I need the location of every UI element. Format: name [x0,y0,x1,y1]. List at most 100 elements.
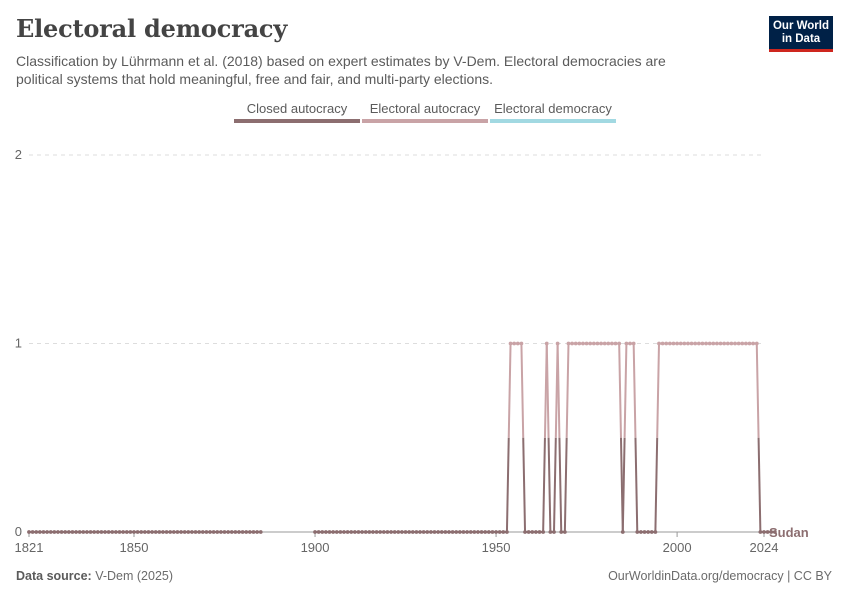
data-point-1821[interactable] [27,530,31,534]
data-point-1942[interactable] [465,530,470,534]
data-point-1971[interactable] [570,341,575,346]
data-point-1827[interactable] [48,530,53,534]
data-point-1980[interactable] [602,341,607,346]
data-point-1951[interactable] [497,530,502,534]
data-point-1867[interactable] [193,530,198,534]
data-point-1910[interactable] [349,530,354,534]
data-point-1952[interactable] [501,530,506,534]
data-point-1967[interactable] [555,341,560,346]
data-point-1862[interactable] [175,530,180,534]
data-point-1994[interactable] [653,530,658,534]
data-point-1923[interactable] [396,530,401,534]
data-point-1957[interactable] [519,341,524,346]
legend-label-0[interactable]: Closed autocracy [247,101,348,116]
data-point-1861[interactable] [171,530,176,534]
data-point-1874[interactable] [218,530,223,534]
data-point-1841[interactable] [99,530,104,534]
data-point-1859[interactable] [164,530,169,534]
data-point-1913[interactable] [360,530,365,534]
data-point-2021[interactable] [751,341,756,346]
data-point-1845[interactable] [113,530,118,534]
legend-label-2[interactable]: Electoral democracy [494,101,612,116]
data-point-2005[interactable] [693,341,698,346]
data-point-1947[interactable] [483,530,488,534]
data-point-1881[interactable] [244,530,249,534]
data-point-1936[interactable] [443,530,448,534]
data-point-1950[interactable] [494,530,498,534]
data-point-1836[interactable] [81,530,86,534]
data-point-1912[interactable] [356,530,361,534]
data-point-1856[interactable] [153,530,158,534]
data-point-1978[interactable] [595,341,600,346]
data-point-2012[interactable] [718,341,723,346]
data-point-1846[interactable] [117,530,122,534]
data-point-1975[interactable] [584,341,589,346]
data-point-1987[interactable] [628,341,632,346]
data-point-1863[interactable] [179,530,183,534]
data-point-2001[interactable] [678,341,683,346]
data-point-1847[interactable] [121,530,126,534]
data-point-1995[interactable] [657,341,661,346]
data-point-1988[interactable] [631,341,636,346]
data-point-1999[interactable] [671,341,676,346]
data-point-1920[interactable] [385,530,390,534]
data-point-1843[interactable] [106,530,111,534]
data-point-1848[interactable] [124,530,129,534]
data-point-1934[interactable] [436,530,441,534]
data-point-1970[interactable] [566,341,571,346]
data-point-1885[interactable] [258,530,263,534]
data-point-1926[interactable] [407,530,412,534]
data-point-1998[interactable] [667,341,672,346]
data-point-1996[interactable] [660,341,665,346]
data-point-1916[interactable] [371,530,375,534]
data-point-1990[interactable] [638,530,643,534]
data-point-1968[interactable] [559,530,564,534]
data-point-1822[interactable] [30,530,35,534]
data-point-1876[interactable] [226,530,231,534]
data-point-1915[interactable] [367,530,372,534]
data-point-1939[interactable] [454,530,459,534]
data-point-1869[interactable] [200,530,205,534]
data-point-1883[interactable] [251,530,256,534]
data-point-1985[interactable] [620,530,625,534]
data-point-1931[interactable] [425,530,430,534]
data-point-1991[interactable] [642,530,647,534]
data-point-1833[interactable] [70,530,75,534]
data-point-1986[interactable] [624,341,629,346]
data-point-1979[interactable] [599,341,603,346]
data-point-1901[interactable] [316,530,321,534]
data-point-1905[interactable] [331,530,336,534]
data-point-1921[interactable] [389,530,393,534]
data-point-1853[interactable] [142,530,147,534]
data-point-2007[interactable] [700,341,705,346]
data-point-1918[interactable] [378,530,383,534]
data-point-1973[interactable] [577,341,582,346]
data-point-1882[interactable] [247,530,252,534]
data-point-1902[interactable] [320,530,325,534]
data-point-1976[interactable] [588,341,593,346]
data-point-2010[interactable] [711,341,716,346]
data-point-1828[interactable] [52,530,57,534]
data-point-1864[interactable] [182,530,187,534]
data-point-2017[interactable] [736,341,741,346]
data-point-2013[interactable] [722,341,727,346]
data-point-1977[interactable] [591,341,596,346]
data-point-2006[interactable] [696,341,701,346]
data-point-1965[interactable] [548,530,553,534]
data-point-1878[interactable] [233,530,238,534]
data-point-1953[interactable] [505,530,509,534]
owid-logo[interactable]: Our World in Data [769,16,833,52]
data-point-1932[interactable] [428,530,433,534]
data-point-2025[interactable] [765,530,770,534]
data-point-1982[interactable] [610,341,614,346]
data-point-1854[interactable] [146,530,151,534]
data-point-1907[interactable] [338,530,343,534]
data-point-1873[interactable] [215,530,220,534]
data-point-1961[interactable] [533,530,538,534]
data-point-1824[interactable] [37,530,42,534]
data-point-1933[interactable] [432,530,437,534]
data-point-2016[interactable] [733,341,737,346]
data-point-1865[interactable] [186,530,191,534]
data-point-1959[interactable] [526,530,531,534]
chart-legend[interactable]: Closed autocracy Electoral autocracy Elect… [234,101,616,123]
